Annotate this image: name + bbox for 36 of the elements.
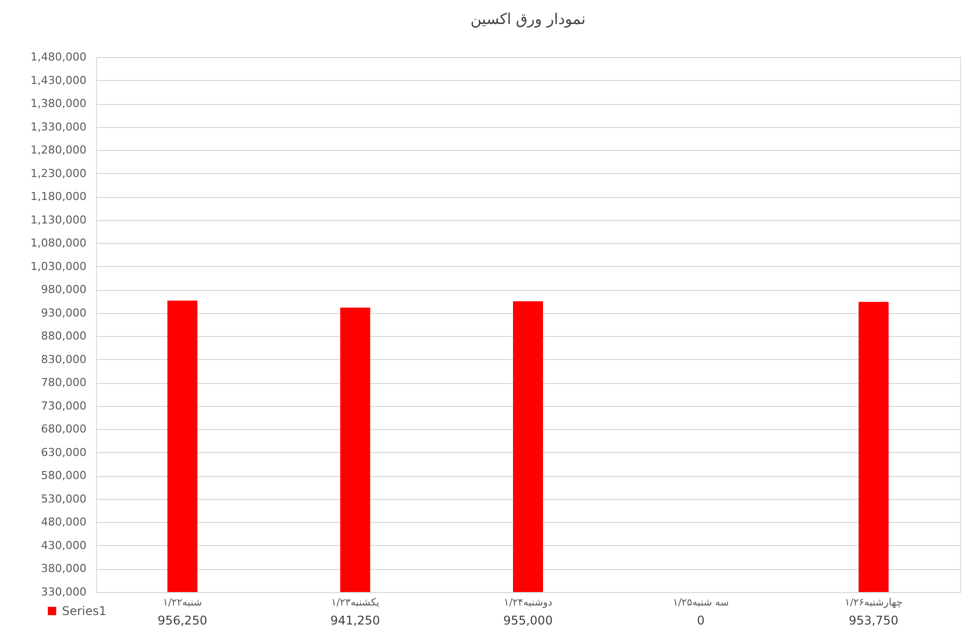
y-tick-label: 480,000 <box>41 516 86 529</box>
y-tick-label: 880,000 <box>41 330 86 343</box>
y-tick-label: 1,280,000 <box>30 144 86 157</box>
y-tick-label: 1,380,000 <box>30 97 86 110</box>
x-tick-label: دوشنبه۱/۲۴ <box>504 598 552 608</box>
y-tick-label: 580,000 <box>41 469 86 482</box>
y-tick-label: 780,000 <box>41 376 86 390</box>
y-tick-label: 1,230,000 <box>30 166 86 180</box>
y-tick-label: 1,130,000 <box>30 213 86 226</box>
data-label: 953,750 <box>848 614 898 628</box>
data-label: 956,250 <box>158 614 208 628</box>
legend-label: Series1 <box>62 604 107 618</box>
y-tick-label: 530,000 <box>41 492 86 506</box>
data-label: 941,250 <box>330 614 380 628</box>
x-tick-label: چهارشنبه۱/۲۶ <box>844 598 903 608</box>
y-tick-label: 1,330,000 <box>30 120 86 134</box>
y-tick-label: 430,000 <box>41 538 86 552</box>
y-tick-label: 930,000 <box>41 306 86 320</box>
data-label: 955,000 <box>503 614 553 628</box>
y-tick-label: 1,080,000 <box>30 236 86 250</box>
y-tick-label: 1,180,000 <box>30 190 86 204</box>
y-tick-label: 830,000 <box>41 352 86 366</box>
x-tick-label: یکشنبه۱/۲۳ <box>331 598 380 608</box>
y-tick-label: 1,480,000 <box>30 50 86 64</box>
text: 0 <box>696 614 705 628</box>
y-tick-label: 630,000 <box>41 446 86 459</box>
y-tick-label: 1,430,000 <box>30 74 86 87</box>
x-tick-label: شنبه۱/۲۲ <box>162 598 202 608</box>
y-tick-label: 980,000 <box>41 283 86 296</box>
y-tick-label: 1,030,000 <box>30 260 86 273</box>
chart-title: نمودار ورق اکسین <box>470 10 586 28</box>
x-tick-label: سه شنبه۱/۲۵ <box>672 598 729 608</box>
y-tick-label: 380,000 <box>41 562 86 576</box>
y-tick-label: 730,000 <box>41 399 86 412</box>
y-tick-label: 680,000 <box>41 422 86 436</box>
y-tick-label: 330,000 <box>41 586 86 598</box>
